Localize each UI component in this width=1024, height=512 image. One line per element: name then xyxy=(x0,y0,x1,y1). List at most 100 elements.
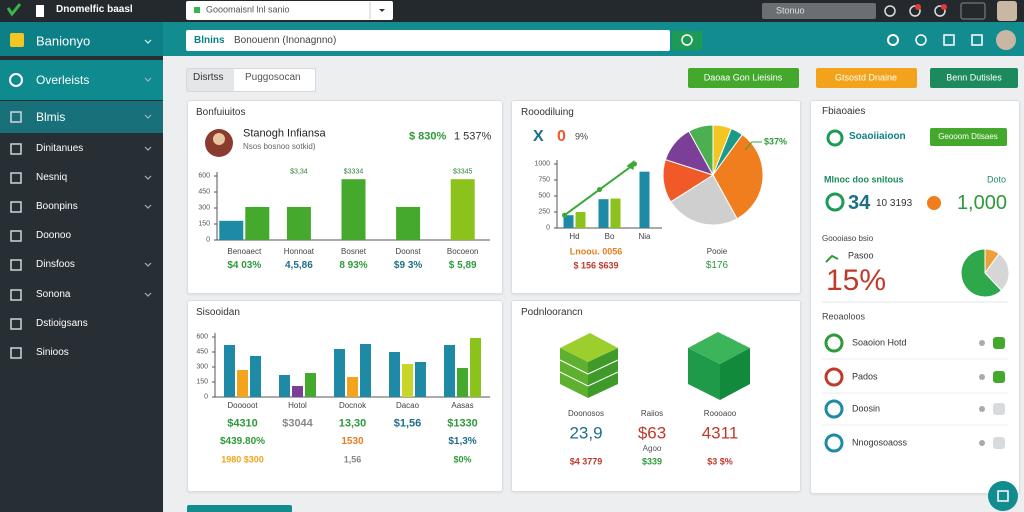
nav-item[interactable]: Blmis xyxy=(36,110,66,124)
bar xyxy=(575,212,586,228)
count-icon xyxy=(825,192,845,212)
avatar[interactable] xyxy=(996,30,1016,50)
rate-label: Pasoo xyxy=(848,250,874,261)
toggle-box xyxy=(993,403,1005,415)
list-item[interactable]: Soaoion Hotd xyxy=(852,337,907,348)
nav-item[interactable]: Sonona xyxy=(36,289,71,300)
nav-icon xyxy=(9,73,23,87)
panel xyxy=(511,300,801,492)
tab-active[interactable] xyxy=(187,69,234,91)
search-text[interactable]: Stonuo xyxy=(776,5,805,16)
stat-sub: $339 xyxy=(641,456,663,467)
stat: 1 537% xyxy=(454,130,492,143)
fab[interactable] xyxy=(988,481,1018,511)
logo-mark xyxy=(36,5,44,17)
nav-item[interactable]: Nesniq xyxy=(36,172,68,183)
url[interactable]: Gooomaisnl lnl sanio xyxy=(206,4,290,15)
y-tick-label: 500 xyxy=(538,192,550,200)
chevron xyxy=(144,146,152,151)
action-button[interactable] xyxy=(688,68,799,88)
user-subtitle: Nsos bosnoo sotkid) xyxy=(243,142,316,151)
chevron xyxy=(144,262,152,267)
chevron xyxy=(144,114,152,119)
sidebar-active[interactable] xyxy=(0,60,163,100)
chevron xyxy=(144,175,152,180)
nav-icon xyxy=(10,318,22,330)
tab[interactable]: Disrtss xyxy=(193,72,224,83)
row-value: $439.80% xyxy=(219,436,266,447)
stat: $ 830% xyxy=(409,130,447,143)
button-label[interactable]: Geooom Dtisaes xyxy=(938,132,998,141)
nav-item[interactable]: Dinsfoos xyxy=(36,259,75,270)
footer-value: $ 156 $639 xyxy=(573,260,619,271)
button-label[interactable]: Gtsostd Dnaine xyxy=(834,72,898,83)
icon[interactable] xyxy=(971,34,983,46)
bar xyxy=(402,364,413,397)
nav-icon xyxy=(10,259,22,271)
search-input[interactable] xyxy=(186,30,670,51)
bar-label: $3334 xyxy=(343,168,364,176)
footer-value: Lnoou. 0056 xyxy=(569,246,623,257)
x-tick-label: Bosnet xyxy=(341,247,366,256)
button-label[interactable]: Benn Dutisles xyxy=(946,72,1002,83)
stat-sub: $4 3779 xyxy=(569,456,603,467)
search-button[interactable] xyxy=(672,31,702,50)
icon[interactable] xyxy=(960,2,986,20)
bar-label: $3,34 xyxy=(290,168,308,176)
x-tick-label: Honnoat xyxy=(283,247,315,256)
y-tick-label: 150 xyxy=(196,378,208,386)
x-tick-label: Benoaect xyxy=(227,247,262,256)
list-item[interactable]: Pados xyxy=(852,371,878,382)
icon[interactable] xyxy=(884,5,896,17)
icon[interactable] xyxy=(943,34,955,46)
x-tick-label: Dacao xyxy=(395,401,420,410)
icon[interactable] xyxy=(887,34,899,46)
list-item[interactable]: Doosin xyxy=(852,403,881,414)
total: $4 03% xyxy=(227,260,262,271)
nav-item[interactable]: Boonpins xyxy=(36,201,78,212)
nav-item[interactable]: Overleists xyxy=(36,73,90,87)
panel-title: Fbiaoaies xyxy=(822,106,866,117)
action-button[interactable] xyxy=(930,68,1018,88)
x-tick-label: Bocoeon xyxy=(446,247,479,256)
avatar[interactable] xyxy=(997,1,1017,21)
nav-item[interactable]: Doonoo xyxy=(36,230,72,241)
logo xyxy=(6,3,22,17)
icon[interactable] xyxy=(934,5,946,17)
total: 4,5,86 xyxy=(284,260,313,271)
kpi: 0 xyxy=(557,128,566,145)
chevron xyxy=(144,39,152,44)
dot xyxy=(927,196,941,210)
icon[interactable] xyxy=(915,34,927,46)
bar xyxy=(598,199,609,228)
browser-search[interactable] xyxy=(762,3,876,19)
bar xyxy=(334,349,345,397)
nav-item[interactable]: Sinioos xyxy=(36,347,69,358)
bar xyxy=(237,370,248,397)
total: $9 3% xyxy=(393,260,423,271)
dropdown[interactable] xyxy=(379,9,385,12)
chevron xyxy=(144,77,152,82)
tab[interactable]: Puggosocan xyxy=(245,72,301,83)
pie-slice xyxy=(688,124,714,176)
nav-item[interactable]: Dstioigsans xyxy=(36,318,88,329)
metric-label: Mlnoc doo snitous xyxy=(824,174,904,185)
url-box[interactable] xyxy=(186,1,393,20)
search-text[interactable]: Bonouenn (Inonagnno) xyxy=(234,35,337,46)
button-label[interactable]: Daoaa Gon Lieisins xyxy=(703,72,783,83)
chevron xyxy=(144,204,152,209)
panel-button[interactable] xyxy=(930,128,1007,146)
toggle-box xyxy=(993,437,1005,449)
brand-icon xyxy=(10,33,24,47)
action-button[interactable] xyxy=(816,68,917,88)
sidebar-selected[interactable] xyxy=(0,101,163,133)
icon[interactable] xyxy=(909,5,921,17)
row-value: $4310 xyxy=(227,417,258,430)
bar xyxy=(639,171,650,228)
spark xyxy=(825,254,839,263)
lock-icon xyxy=(194,7,200,13)
y-tick-label: 750 xyxy=(538,176,550,184)
list-item[interactable]: Nnogosoaoss xyxy=(852,437,908,448)
nav-item[interactable]: Dinitanues xyxy=(36,143,84,154)
